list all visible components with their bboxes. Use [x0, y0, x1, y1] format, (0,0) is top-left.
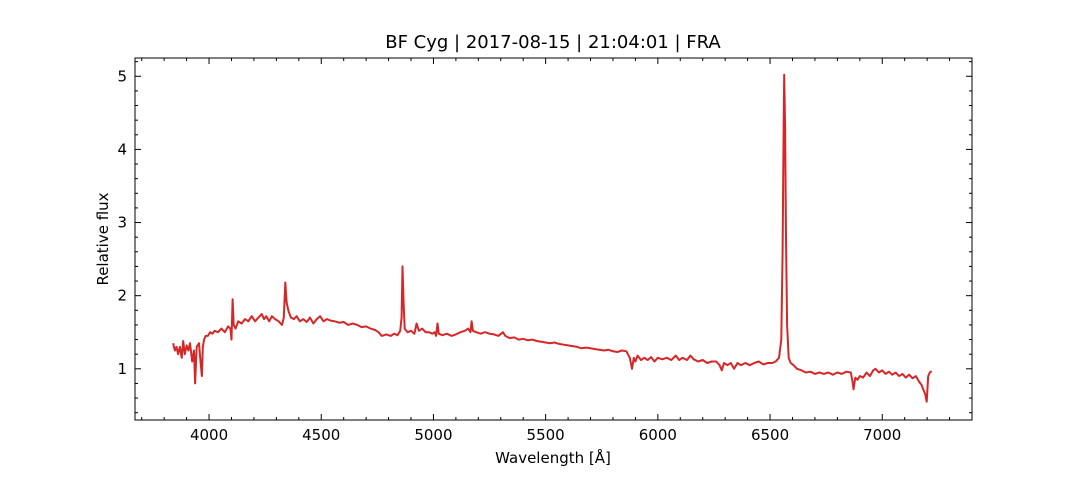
x-tick-label: 4000: [190, 426, 228, 444]
y-axis-label: Relative flux: [94, 192, 112, 285]
y-tick-label: 4: [117, 140, 127, 158]
x-tick-label: 6000: [639, 426, 677, 444]
x-tick-label: 4500: [302, 426, 340, 444]
x-tick-label: 7000: [863, 426, 901, 444]
plot-frame: [134, 57, 973, 421]
spectrum-line: [172, 73, 933, 403]
y-tick-label: 3: [117, 214, 127, 232]
x-axis-label: Wavelength [Å]: [495, 448, 611, 467]
y-tick-label: 1: [117, 360, 127, 378]
chart-title: BF Cyg | 2017-08-15 | 21:04:01 | FRA: [385, 32, 721, 53]
y-tick-label: 5: [117, 67, 127, 85]
series-layer: [172, 73, 933, 403]
x-tick-label: 5500: [527, 426, 565, 444]
x-tick-label: 5000: [414, 426, 452, 444]
y-tick-label: 2: [117, 287, 127, 305]
y-axis-ticks: 1 2 3 4 5: [117, 61, 972, 414]
x-tick-label: 6500: [751, 426, 789, 444]
x-axis-ticks: 4000 4500 5000 5500 6000 6500 7000: [141, 58, 973, 444]
